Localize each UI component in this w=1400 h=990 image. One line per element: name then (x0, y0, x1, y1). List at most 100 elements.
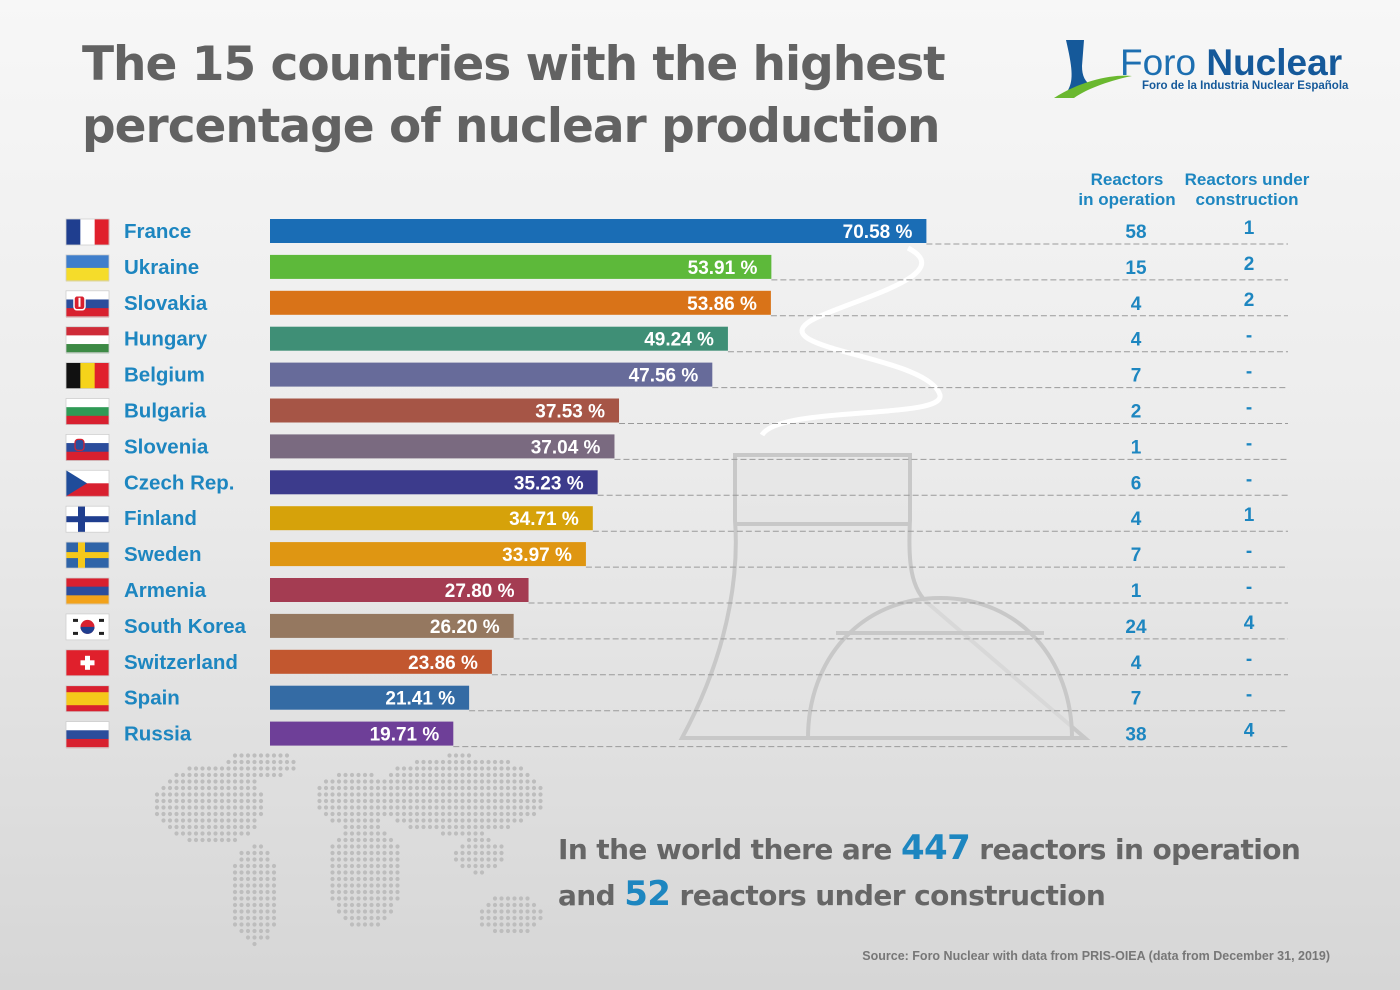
column-header-construction-line1: Reactors under (1184, 170, 1310, 189)
finland-flag (65, 505, 110, 533)
country-label: Armenia (124, 579, 207, 602)
world-summary: In the world there are 447 reactors in o… (558, 826, 1301, 918)
logo-name-bold: Nuclear (1206, 42, 1343, 83)
bar-value-label: 37.53 % (535, 402, 605, 423)
bar-value-label: 47.56 % (629, 366, 699, 387)
foro-nuclear-logo: Foro Nuclear Foro de la Industria Nuclea… (1052, 36, 1372, 106)
country-label: Sweden (124, 543, 201, 566)
slovenia-flag (65, 433, 110, 461)
summary-text-1: In the world there are (558, 833, 901, 866)
reactors-in-operation-value: 4 (1131, 330, 1142, 351)
bar-value-label: 33.97 % (502, 545, 572, 566)
country-label: Belgium (124, 364, 205, 387)
bar (270, 398, 620, 423)
reactors-in-operation-value: 6 (1131, 473, 1142, 494)
country-label: Russia (124, 723, 192, 746)
country-label: Slovenia (124, 435, 209, 458)
bar-value-label: 21.41 % (385, 689, 455, 710)
bar-value-label: 37.04 % (531, 437, 601, 458)
reactors-under-construction-value: 1 (1244, 505, 1255, 526)
logo-tower-icon (1054, 40, 1132, 98)
bar (270, 542, 586, 567)
column-header-operation: Reactors in operation (1070, 170, 1184, 210)
slovakia-flag (65, 290, 110, 318)
bar (270, 613, 514, 638)
bar-value-label: 70.58 % (843, 222, 913, 243)
country-label: Slovakia (124, 292, 208, 315)
reactors-in-operation-value: 7 (1131, 545, 1142, 566)
reactors-under-construction-value: - (1246, 433, 1252, 454)
column-header-construction-line2: construction (1195, 190, 1299, 209)
bar-value-label: 27.80 % (445, 581, 515, 602)
country-label: Ukraine (124, 256, 199, 279)
summary-line-2: and 52 reactors under construction (558, 872, 1300, 918)
summary-text-4: reactors under construction (670, 879, 1106, 912)
reactors-in-operation-value: 15 (1125, 258, 1147, 279)
country-label: Bulgaria (124, 400, 207, 423)
logo-name: Foro Nuclear (1120, 42, 1342, 84)
russia-flag (65, 721, 110, 749)
summary-construction-count: 52 (624, 874, 671, 914)
reactors-under-construction-value: - (1246, 685, 1252, 706)
bar (270, 470, 598, 495)
world-map-illustration (154, 753, 543, 947)
bar (270, 290, 771, 315)
reactors-under-construction-value: - (1246, 469, 1252, 490)
country-label: Switzerland (124, 651, 238, 674)
summary-operating-count: 447 (900, 828, 971, 868)
reactors-in-operation-value: 4 (1131, 653, 1142, 674)
bar-value-label: 35.23 % (514, 473, 584, 494)
reactors-in-operation-value: 7 (1131, 366, 1142, 387)
reactors-in-operation-value: 4 (1131, 509, 1142, 530)
reactors-under-construction-value: - (1246, 577, 1252, 598)
bar (270, 362, 713, 387)
reactors-in-operation-value: 7 (1131, 689, 1142, 710)
reactors-under-construction-value: - (1246, 362, 1252, 383)
page-title: The 15 countries with the highest percen… (82, 34, 946, 158)
bar (270, 434, 615, 459)
bar-value-label: 34.71 % (509, 509, 579, 530)
bar-value-label: 23.86 % (408, 653, 478, 674)
belgium-flag (65, 362, 110, 390)
bar (270, 721, 454, 746)
bar (270, 326, 728, 351)
bar (270, 685, 470, 710)
summary-line-1: In the world there are 447 reactors in o… (558, 826, 1301, 872)
reactors-in-operation-value: 1 (1131, 437, 1142, 458)
column-header-operation-line1: Reactors (1090, 170, 1164, 189)
reactors-in-operation-value: 1 (1131, 581, 1142, 602)
bar (270, 649, 492, 674)
reactors-in-operation-value: 2 (1131, 402, 1142, 423)
logo-name-light: Foro (1120, 42, 1197, 83)
source-note: Source: Foro Nuclear with data from PRIS… (862, 949, 1330, 963)
country-label: South Korea (124, 615, 246, 638)
south-korea-flag (65, 613, 110, 641)
reactors-under-construction-value: - (1246, 649, 1252, 670)
summary-text-2: reactors in operation (970, 833, 1301, 866)
bar (270, 506, 593, 531)
title-line-1: The 15 countries with the highest (82, 37, 946, 92)
armenia-flag (65, 577, 110, 605)
reactors-under-construction-value: - (1246, 541, 1252, 562)
ukraine-flag (65, 254, 110, 282)
czech-flag (65, 469, 110, 497)
spain-flag (65, 685, 110, 713)
reactors-in-operation-value: 4 (1131, 294, 1142, 315)
france-flag (65, 218, 110, 246)
bar-value-label: 26.20 % (430, 617, 500, 638)
title-line-2: percentage of nuclear production (82, 99, 940, 154)
bar-value-label: 53.91 % (688, 258, 758, 279)
country-label: Hungary (124, 328, 208, 351)
hungary-flag (65, 326, 110, 354)
bar-value-label: 19.71 % (370, 725, 440, 746)
summary-text-3: and (558, 879, 625, 912)
bulgaria-flag (65, 398, 110, 425)
reactors-under-construction-value: 1 (1244, 218, 1255, 239)
bar (270, 254, 772, 279)
country-label: France (124, 220, 191, 243)
bar (270, 578, 529, 602)
reactors-in-operation-value: 58 (1125, 222, 1146, 243)
country-label: Spain (124, 687, 180, 710)
